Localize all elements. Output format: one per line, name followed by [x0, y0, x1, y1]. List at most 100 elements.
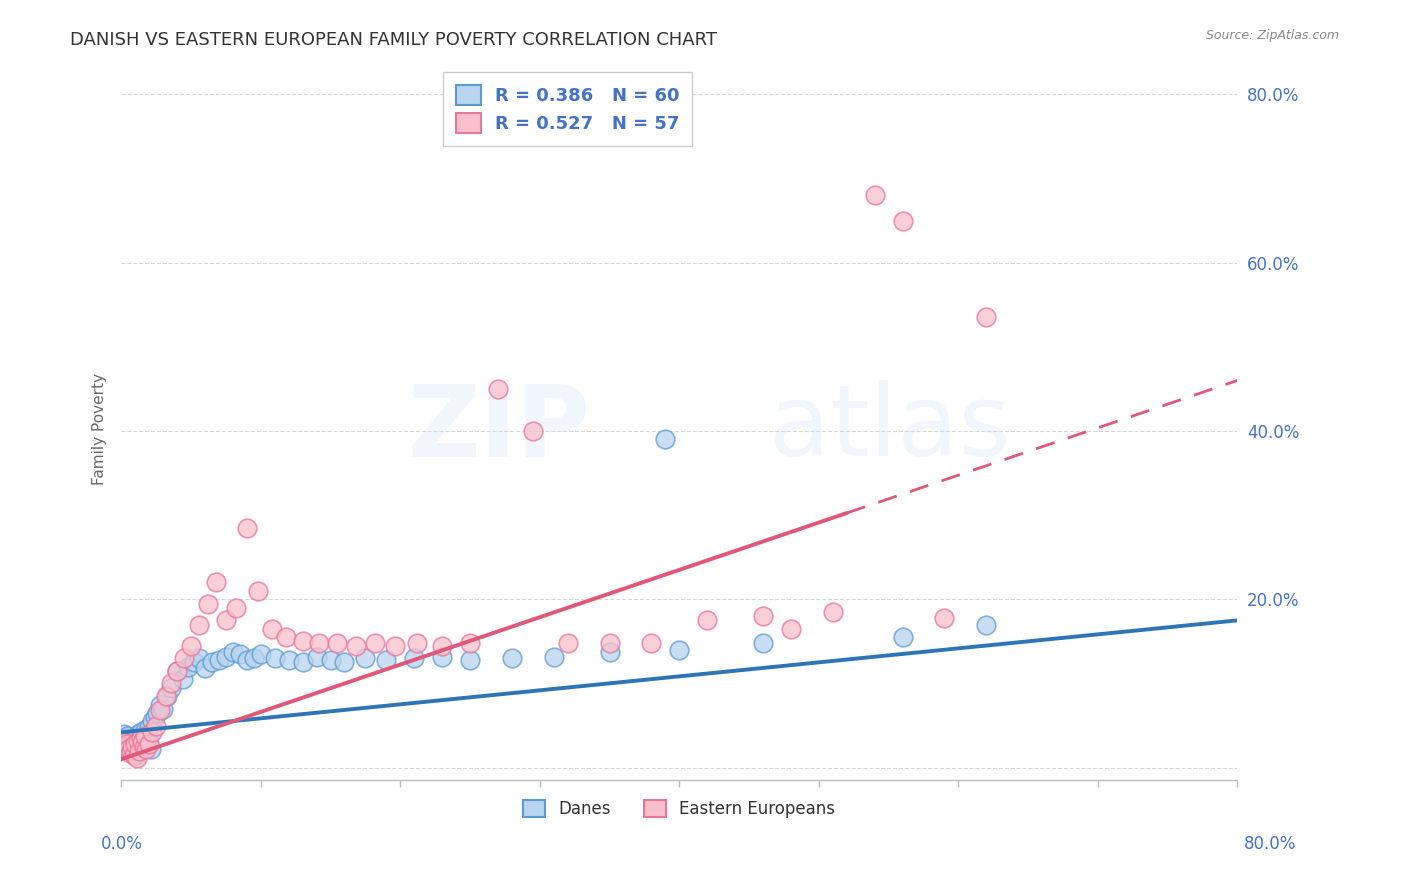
Point [141, 714, 163, 729]
Text: DANISH VS EASTERN EUROPEAN FAMILY POVERTY CORRELATION CHART: DANISH VS EASTERN EUROPEAN FAMILY POVERT… [70, 31, 717, 49]
Point [522, 424, 544, 438]
Point [333, 656, 356, 670]
Point [122, 744, 145, 758]
Point [249, 647, 271, 661]
Point [242, 651, 264, 665]
Text: 80.0%: 80.0% [1244, 835, 1296, 853]
Point [118, 746, 141, 760]
Point [430, 649, 453, 664]
Point [120, 744, 142, 758]
Point [160, 676, 183, 690]
Point [136, 731, 159, 746]
Point [143, 710, 166, 724]
Point [134, 729, 156, 743]
Point [599, 636, 621, 650]
Point [125, 750, 148, 764]
Point [557, 636, 579, 650]
Point [430, 639, 453, 653]
Point [156, 689, 179, 703]
Point [180, 639, 202, 653]
Point [364, 636, 387, 650]
Point [139, 742, 162, 756]
Point [291, 656, 314, 670]
Point [404, 651, 426, 665]
Point [319, 653, 342, 667]
Point [543, 649, 565, 664]
Point [145, 718, 167, 732]
Point [149, 703, 172, 717]
Point [121, 733, 143, 747]
Point [129, 731, 152, 746]
Point [308, 636, 330, 650]
Point [128, 744, 150, 758]
Point [115, 737, 138, 751]
Point [188, 617, 211, 632]
Point [129, 725, 152, 739]
Point [752, 609, 775, 624]
Point [246, 583, 269, 598]
Point [863, 188, 886, 202]
Point [115, 729, 138, 743]
Point [406, 636, 429, 650]
Point [354, 651, 377, 665]
Point [112, 735, 135, 749]
Point [135, 737, 157, 751]
Point [640, 636, 662, 650]
Point [122, 747, 145, 762]
Point [205, 575, 228, 590]
Point [112, 727, 135, 741]
Point [188, 651, 211, 665]
Point [934, 611, 956, 625]
Point [222, 644, 245, 658]
Point [194, 661, 217, 675]
Point [138, 720, 160, 734]
Point [197, 597, 219, 611]
Point [277, 653, 299, 667]
Point [384, 639, 406, 653]
Point [138, 737, 160, 751]
Point [208, 653, 231, 667]
Y-axis label: Family Poverty: Family Poverty [93, 373, 107, 485]
Point [974, 310, 997, 325]
Point [183, 656, 205, 670]
Point [291, 634, 314, 648]
Point [225, 600, 247, 615]
Point [131, 735, 153, 749]
Point [599, 644, 621, 658]
Point [114, 739, 136, 754]
Point [132, 735, 155, 749]
Text: ZIP: ZIP [408, 380, 591, 477]
Point [274, 630, 297, 644]
Point [166, 664, 188, 678]
Point [236, 653, 259, 667]
Point [128, 739, 150, 754]
Point [229, 647, 252, 661]
Point [155, 689, 177, 703]
Point [696, 613, 718, 627]
Point [173, 651, 195, 665]
Point [152, 702, 174, 716]
Point [821, 605, 844, 619]
Point [124, 737, 146, 751]
Point [891, 213, 914, 227]
Point [160, 681, 183, 695]
Point [215, 649, 238, 664]
Legend: Danes, Eastern Europeans: Danes, Eastern Europeans [517, 793, 842, 825]
Point [305, 649, 328, 664]
Point [146, 706, 169, 720]
Point [172, 673, 194, 687]
Point [135, 742, 157, 756]
Point [131, 729, 153, 743]
Point [114, 731, 136, 746]
Point [326, 636, 349, 650]
Point [486, 382, 509, 396]
Point [201, 656, 224, 670]
Point [118, 739, 141, 754]
Point [166, 664, 188, 678]
Point [501, 651, 523, 665]
Point [974, 617, 997, 632]
Point [177, 659, 200, 673]
Point [236, 521, 259, 535]
Point [117, 735, 139, 749]
Point [752, 636, 775, 650]
